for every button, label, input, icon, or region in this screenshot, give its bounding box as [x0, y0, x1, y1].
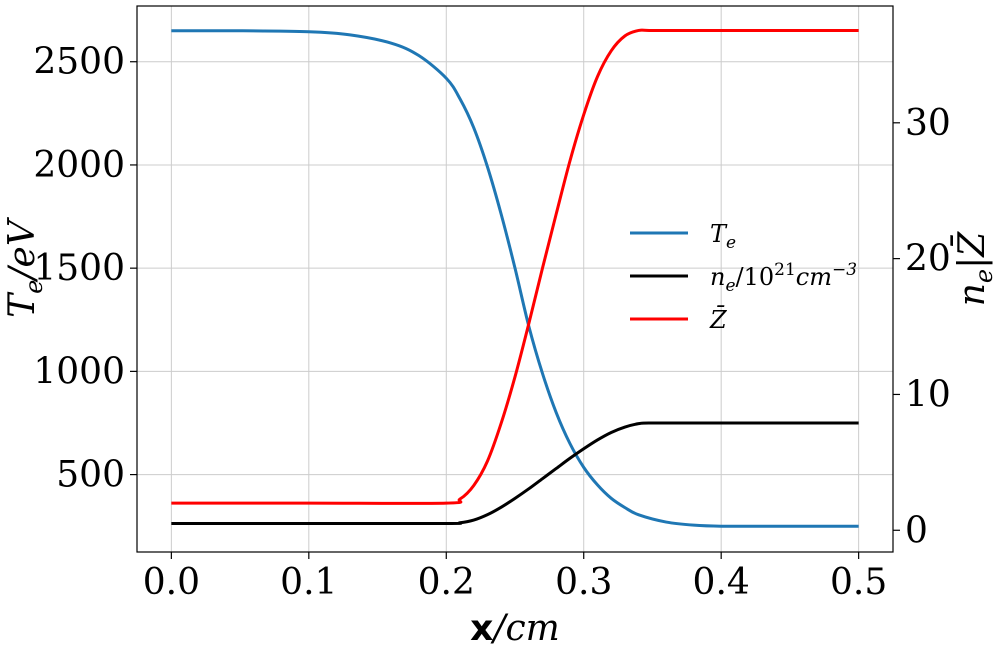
x-tick-label: 0.2 — [418, 562, 475, 603]
y-axis-right-label: ne|Z̄ — [950, 231, 997, 307]
y-right-tick-label: 30 — [905, 103, 951, 144]
y-right-tick-label: 0 — [905, 510, 928, 551]
y-right-tick-label: 20 — [905, 239, 951, 280]
series-lines — [171, 28, 859, 528]
x-tick-label: 0.0 — [143, 562, 200, 603]
y-left-label-sub: e — [20, 280, 48, 294]
y-left-tick-label: 1500 — [33, 248, 125, 289]
y-right-label-sub: e — [970, 269, 997, 283]
y-right-label-bar: |Z̄ — [950, 231, 993, 269]
legend-label-2: Z̄ — [709, 306, 728, 334]
x-tick-label: 0.4 — [693, 562, 750, 603]
x-tick-label: 0.3 — [555, 562, 612, 603]
y-left-tick-label: 1000 — [33, 351, 125, 392]
x-tick-label: 0.1 — [280, 562, 337, 603]
series-line-1 — [171, 421, 859, 526]
legend-label-0: Te — [710, 220, 736, 253]
y-right-tick-label: 10 — [905, 374, 951, 415]
y-left-label-t: T — [2, 291, 43, 318]
x-axis-label: x/cm — [470, 608, 560, 649]
y-left-tick-label: 500 — [56, 455, 125, 496]
series-line-2 — [171, 28, 859, 505]
y-left-tick-label: 2000 — [33, 145, 125, 186]
axis-ticks: 0.0 0.1 0.2 0.3 0.4 0.5 500 1000 1500 2000 2500 0 10… — [33, 42, 950, 603]
y-right-label-n: n — [952, 283, 993, 306]
x-axis-label-var: x — [470, 608, 493, 649]
y-left-tick-label: 2500 — [33, 42, 125, 83]
x-axis-label-unit: /cm — [490, 608, 559, 649]
series-line-0 — [171, 29, 859, 528]
legend-label-1: ne/1021cm−3 — [710, 260, 857, 296]
y-axis-left-label: Te/eV — [2, 216, 48, 318]
plot-frame — [136, 5, 894, 553]
y-left-label-rest: /eV — [2, 216, 43, 282]
legend: Te ne/1021cm−3 Z̄ — [630, 220, 857, 334]
x-tick-label: 0.5 — [830, 562, 887, 603]
